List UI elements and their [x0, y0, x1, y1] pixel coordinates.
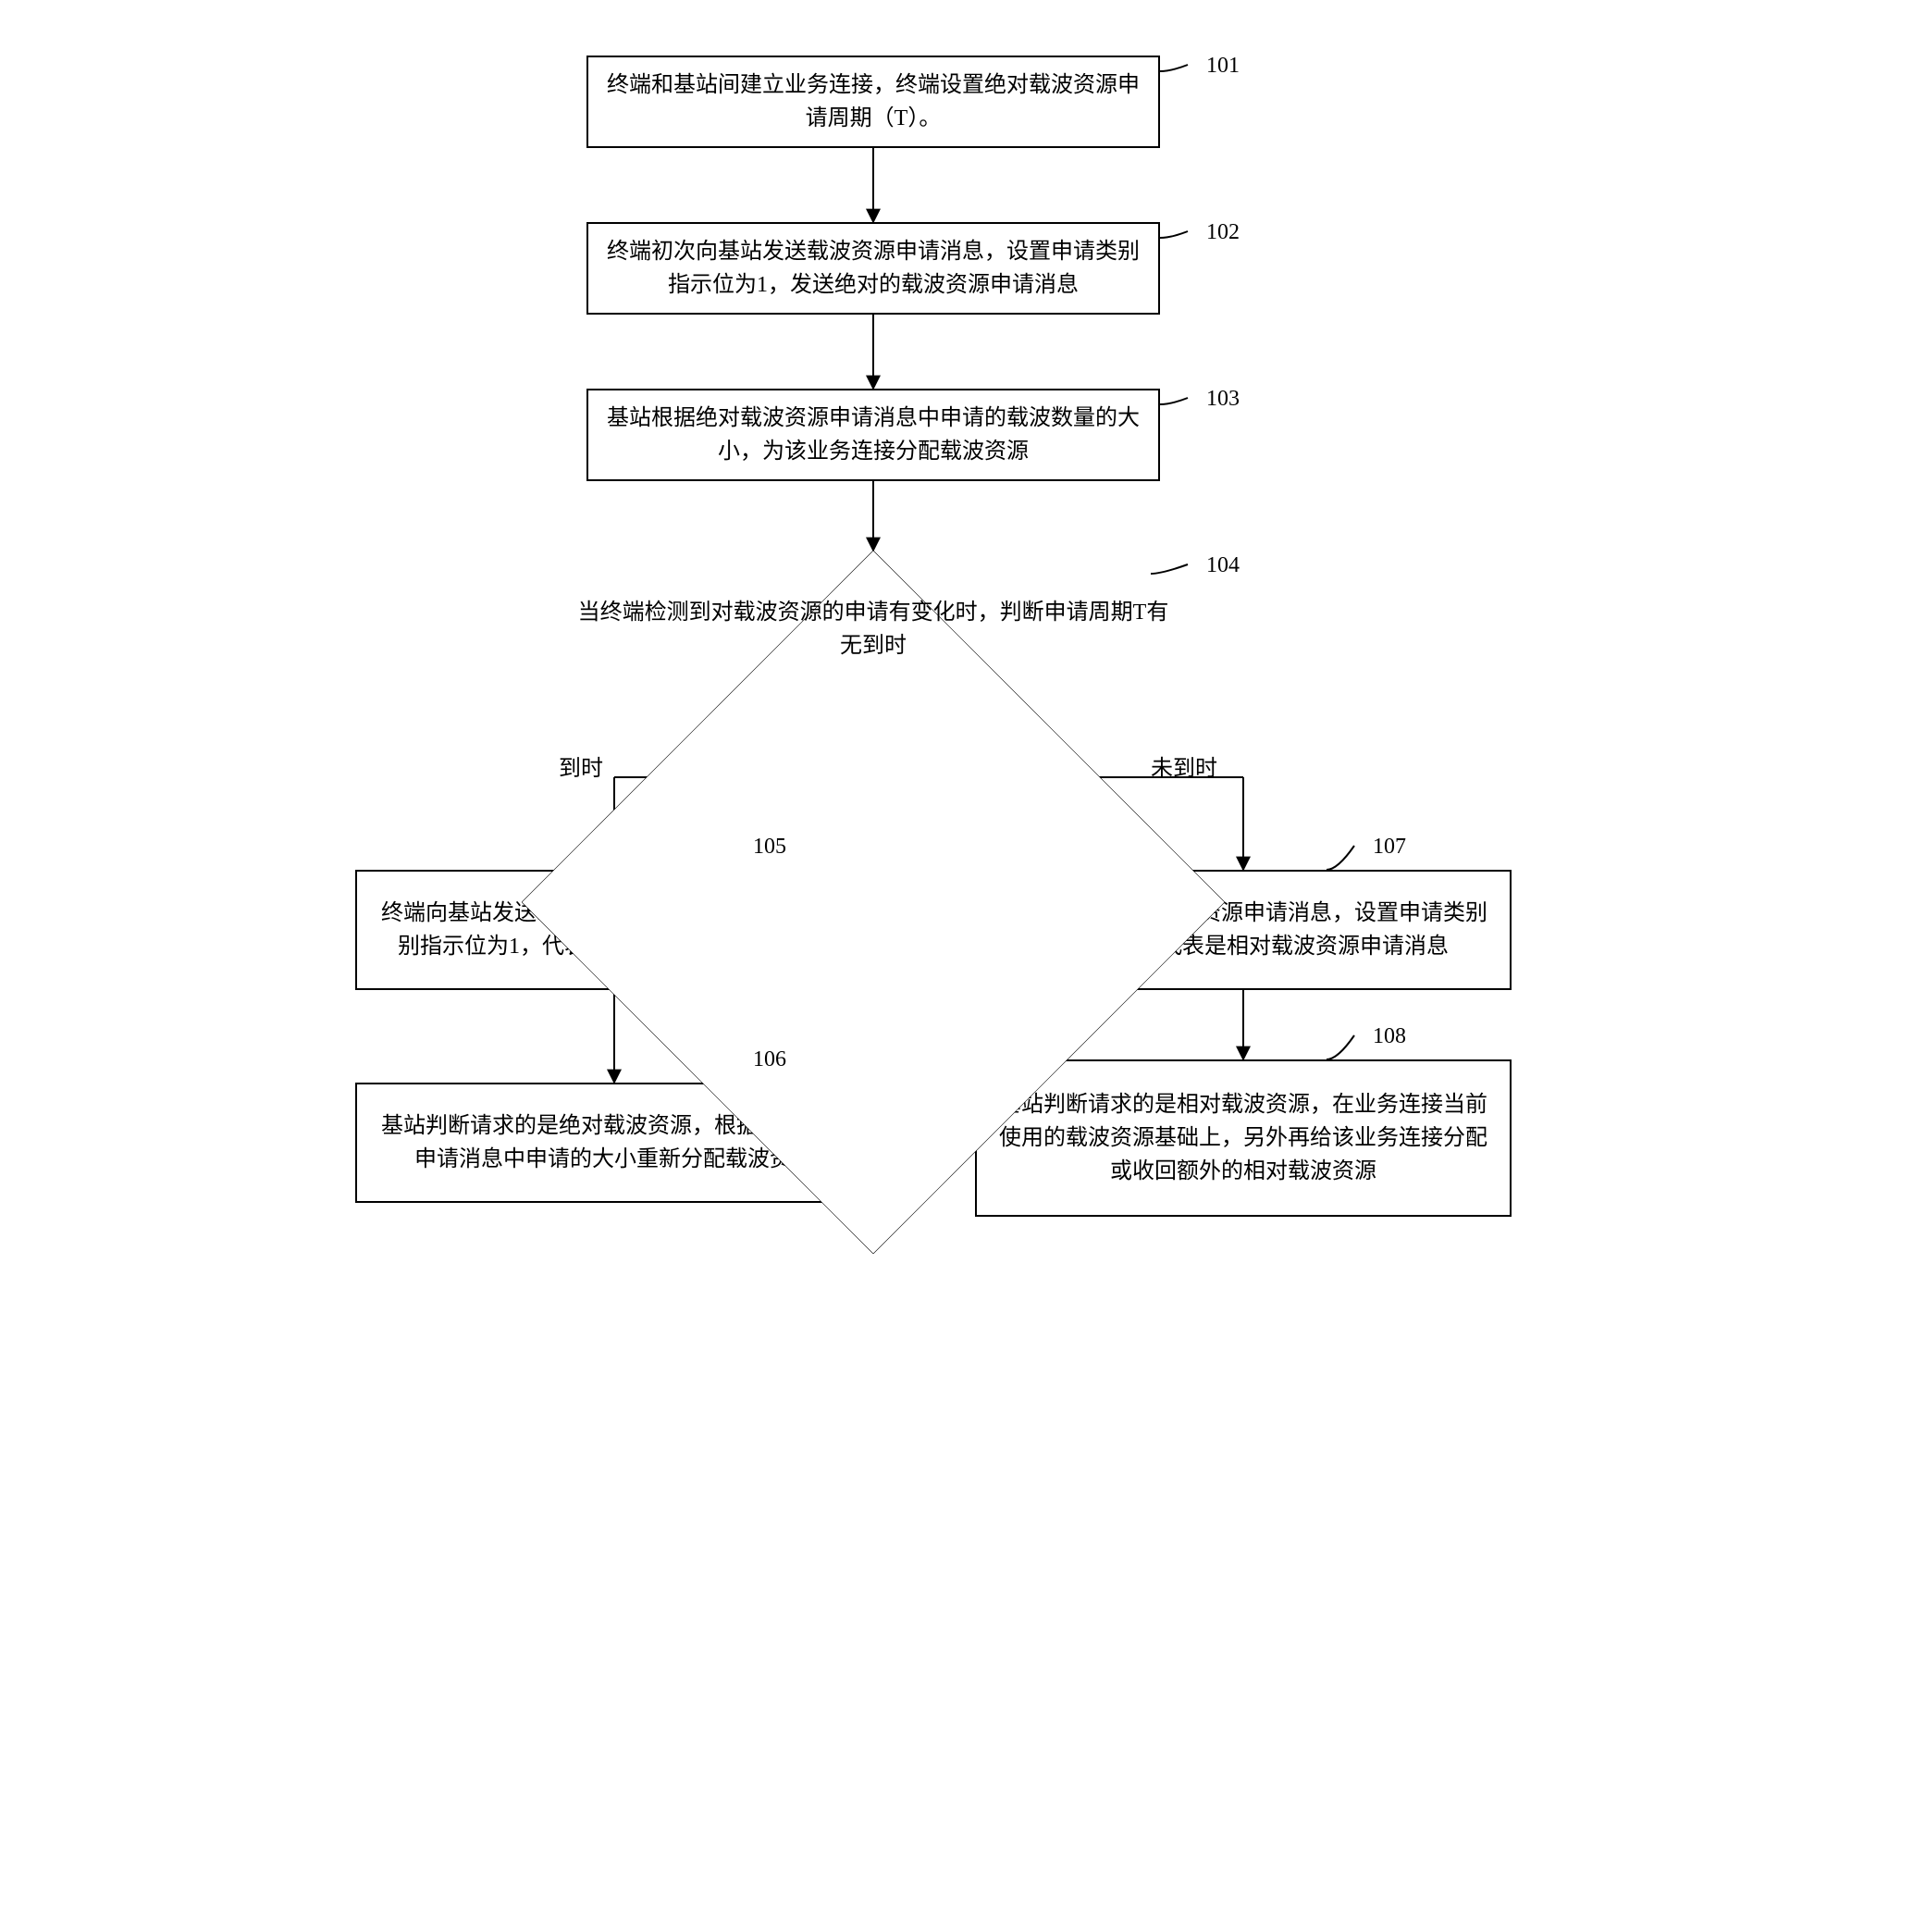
node-104: 当终端检测到对载波资源的申请有变化时，判断申请周期T有无到时	[522, 551, 1225, 708]
ref-105: 105	[753, 835, 786, 860]
node-103: 基站根据绝对载波资源申请消息中申请的载波数量的大小，为该业务连接分配载波资源	[586, 389, 1160, 481]
node-102: 终端初次向基站发送载波资源申请消息，设置申请类别指示位为1，发送绝对的载波资源申…	[586, 222, 1160, 315]
ref-108: 108	[1373, 1024, 1406, 1049]
node-101: 终端和基站间建立业务连接，终端设置绝对载波资源申请周期（T）。	[586, 56, 1160, 148]
ref-107: 107	[1373, 835, 1406, 860]
node-102-text: 终端初次向基站发送载波资源申请消息，设置申请类别指示位为1，发送绝对的载波资源申…	[607, 235, 1140, 302]
flowchart-canvas: 终端和基站间建立业务连接，终端设置绝对载波资源申请周期（T）。 终端初次向基站发…	[337, 37, 1576, 1295]
ref-101: 101	[1206, 54, 1240, 79]
ref-106: 106	[753, 1047, 786, 1072]
ref-103: 103	[1206, 387, 1240, 412]
node-104-text: 当终端检测到对载波资源的申请有变化时，判断申请周期T有无到时	[577, 596, 1169, 663]
ref-102: 102	[1206, 220, 1240, 245]
edge-label-left: 到时	[559, 749, 603, 782]
edge-label-right: 未到时	[1151, 749, 1217, 782]
node-101-text: 终端和基站间建立业务连接，终端设置绝对载波资源申请周期（T）。	[607, 68, 1140, 135]
ref-104: 104	[1206, 553, 1240, 578]
node-103-text: 基站根据绝对载波资源申请消息中申请的载波数量的大小，为该业务连接分配载波资源	[607, 402, 1140, 468]
